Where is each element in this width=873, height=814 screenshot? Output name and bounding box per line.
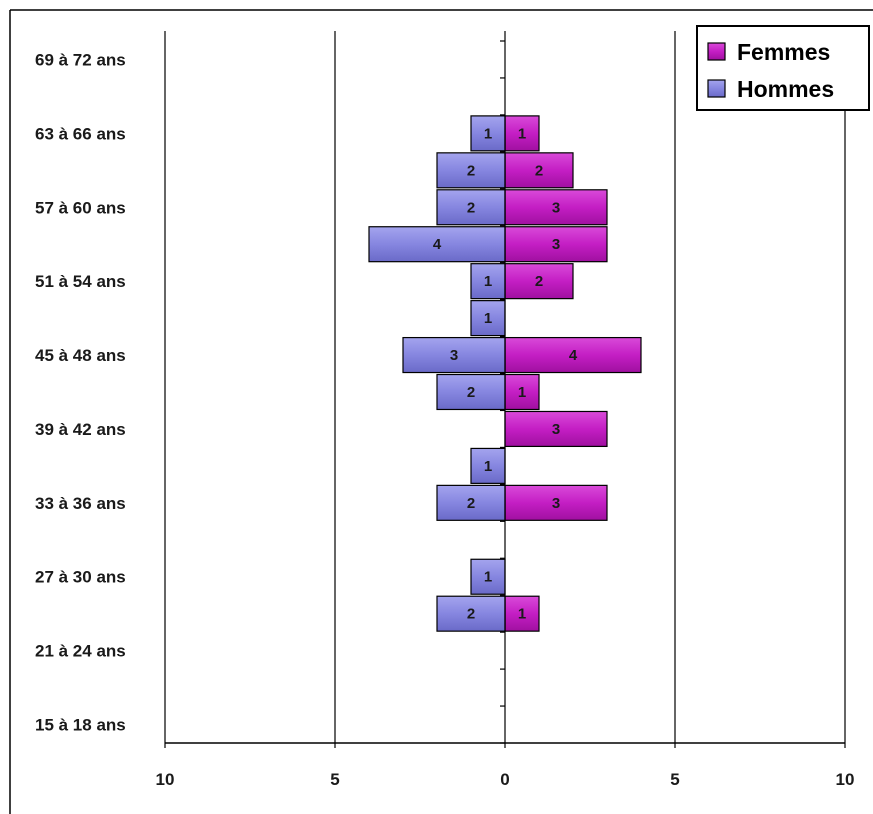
bar-value-label: 2 <box>467 162 475 179</box>
bar-value-label: 1 <box>518 606 526 623</box>
bar-value-label: 4 <box>433 236 442 253</box>
x-axis-labels: 10 5 0 5 10 <box>156 770 855 789</box>
bar-femmes <box>504 226 608 263</box>
bars: 1 3 3 1 4 2 3 3 2 1 2 1 2 1 2 3 1 1 4 2 2 1 <box>368 115 642 632</box>
bar-value-label: 4 <box>569 347 578 364</box>
legend-swatch-femmes <box>707 42 726 61</box>
bar-value-label: 3 <box>552 236 560 253</box>
bar-hommes <box>470 558 506 595</box>
bar-hommes <box>470 115 506 152</box>
bar-value-label: 2 <box>535 273 543 290</box>
y-axis-labels: 15 à 18 ans 21 à 24 ans 27 à 30 ans 33 à 36… <box>35 50 126 734</box>
bar-value-label: 3 <box>552 495 560 512</box>
y-tick-label: 63 à 66 ans <box>35 124 126 143</box>
y-tick-label: 45 à 48 ans <box>35 346 126 365</box>
bar-value-label: 3 <box>450 347 458 364</box>
x-tick-label: 10 <box>156 770 175 789</box>
y-tick-label: 33 à 36 ans <box>35 494 126 513</box>
bar-value-label: 3 <box>552 421 560 438</box>
bar-value-label: 1 <box>518 125 526 142</box>
bar-value-label: 1 <box>484 125 492 142</box>
y-tick-label: 69 à 72 ans <box>35 50 126 69</box>
bar-value-label: 1 <box>518 384 526 401</box>
bar-femmes <box>504 152 574 189</box>
x-tick-label: 5 <box>330 770 339 789</box>
gridlines <box>164 31 846 743</box>
y-tick-label: 15 à 18 ans <box>35 716 126 735</box>
y-tick-label: 21 à 24 ans <box>35 642 126 661</box>
x-tick-label: 5 <box>670 770 679 789</box>
axes <box>164 31 846 748</box>
bar-hommes <box>436 484 506 521</box>
bar-value-label: 2 <box>467 606 475 623</box>
bar-value-label: 3 <box>552 199 560 216</box>
y-tick-label: 51 à 54 ans <box>35 272 126 291</box>
bar-value-label: 1 <box>484 273 492 290</box>
bar-hommes <box>436 373 506 411</box>
bar-femmes <box>504 189 608 226</box>
y-tick-label: 27 à 30 ans <box>35 568 126 587</box>
bar-femmes <box>504 115 540 152</box>
bar-value-label: 2 <box>467 199 475 216</box>
bar-hommes <box>402 336 506 374</box>
bar-femmes <box>504 410 608 448</box>
bar-femmes <box>504 336 642 374</box>
bar-value-label: 1 <box>484 458 492 475</box>
bar-value-label: 1 <box>484 310 492 327</box>
x-tick-label: 10 <box>836 770 855 789</box>
bar-value-label: 2 <box>467 384 475 401</box>
bar-femmes <box>504 595 540 632</box>
legend: Femmes Hommes <box>696 25 870 111</box>
y-tick-label: 39 à 42 ans <box>35 420 126 439</box>
y-tick-label: 57 à 60 ans <box>35 198 126 217</box>
legend-swatch-hommes <box>707 79 726 98</box>
bar-value-label: 2 <box>467 495 475 512</box>
x-tick-label: 0 <box>500 770 509 789</box>
bar-femmes <box>504 263 574 300</box>
legend-label-hommes: Hommes <box>737 76 834 102</box>
bar-value-label: 2 <box>535 162 543 179</box>
bar-value-label: 1 <box>484 569 492 586</box>
legend-label-femmes: Femmes <box>737 39 830 65</box>
legend-box <box>696 25 870 111</box>
